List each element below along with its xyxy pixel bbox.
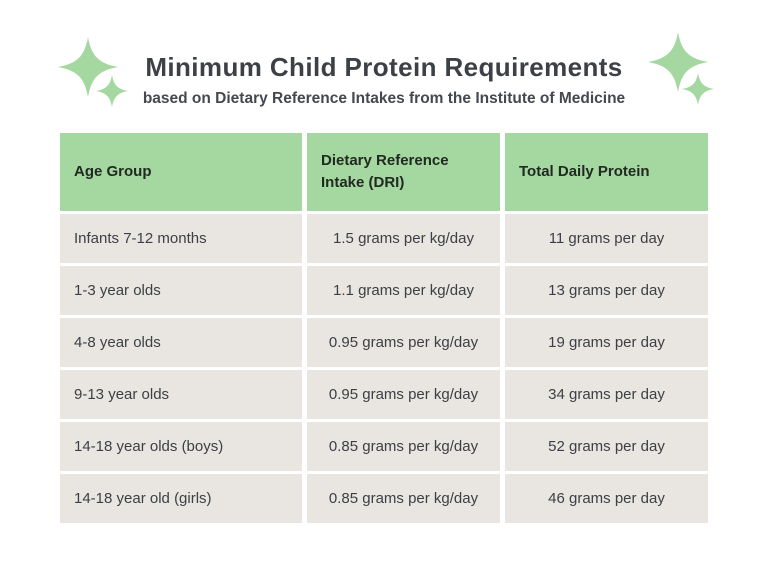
cell-dri: 0.85 grams per kg/day <box>307 422 500 471</box>
cell-age-group: 1-3 year olds <box>60 266 302 315</box>
cell-dri: 0.85 grams per kg/day <box>307 474 500 523</box>
cell-dri: 0.95 grams per kg/day <box>307 370 500 419</box>
header-cell-age-group: Age Group <box>60 133 302 211</box>
sparkle-icon <box>682 72 714 106</box>
header-cell-total-daily-protein: Total Daily Protein <box>505 133 708 211</box>
cell-dri: 1.5 grams per kg/day <box>307 214 500 263</box>
cell-total-protein: 13 grams per day <box>505 266 708 315</box>
cell-age-group: Infants 7-12 months <box>60 214 302 263</box>
cell-dri: 0.95 grams per kg/day <box>307 318 500 367</box>
cell-dri: 1.1 grams per kg/day <box>307 266 500 315</box>
cell-age-group: 4-8 year olds <box>60 318 302 367</box>
cell-total-protein: 34 grams per day <box>505 370 708 419</box>
cell-total-protein: 19 grams per day <box>505 318 708 367</box>
header-cell-dri: Dietary Reference Intake (DRI) <box>307 133 500 211</box>
cell-age-group: 14-18 year olds (boys) <box>60 422 302 471</box>
sparkle-icon <box>648 32 708 92</box>
page-title: Minimum Child Protein Requirements <box>145 52 623 82</box>
cell-total-protein: 11 grams per day <box>505 214 708 263</box>
cell-age-group: 9-13 year olds <box>60 370 302 419</box>
sparkle-icon <box>96 74 128 108</box>
cell-total-protein: 52 grams per day <box>505 422 708 471</box>
cell-age-group: 14-18 year old (girls) <box>60 474 302 523</box>
cell-total-protein: 46 grams per day <box>505 474 708 523</box>
page-subtitle: based on Dietary Reference Intakes from … <box>142 90 626 107</box>
protein-requirements-table: Age Group Dietary Reference Intake (DRI)… <box>60 133 708 523</box>
sparkle-icon <box>58 36 118 98</box>
